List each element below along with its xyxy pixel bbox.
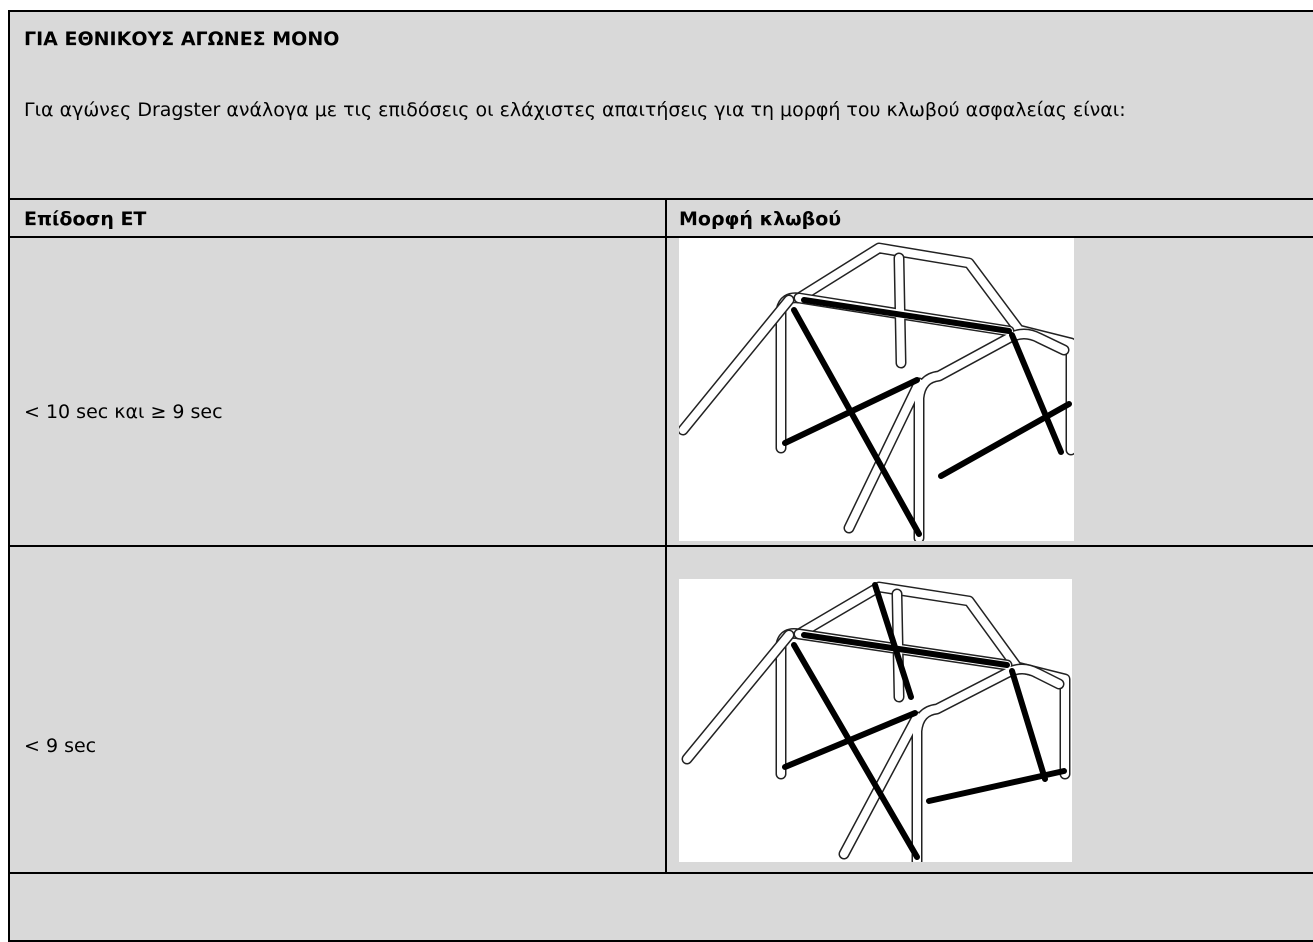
header-box: ΓΙΑ ΕΘΝΙΚΟΥΣ ΑΓΩΝΕΣ ΜΟΝΟ Για αγώνες Drag… — [8, 10, 1313, 200]
table-header-cell: Μορφή κλωβού — [665, 198, 1313, 238]
cage-drawing — [681, 581, 1071, 862]
column-header: Επίδοση ΕΤ — [24, 208, 147, 230]
table-cell: < 9 sec — [8, 545, 667, 874]
header-title: ΓΙΑ ΕΘΝΙΚΟΥΣ ΑΓΩΝΕΣ ΜΟΝΟ — [24, 28, 340, 50]
table-header-cell: Επίδοση ΕΤ — [8, 198, 667, 238]
footer-box — [8, 872, 1313, 942]
header-text: Για αγώνες Dragster ανάλογα με τις επιδό… — [24, 99, 1126, 121]
cage-image — [679, 238, 1074, 541]
column-header: Μορφή κλωβού — [679, 208, 842, 230]
cage-drawing — [679, 242, 1074, 541]
cage-image — [679, 579, 1072, 862]
table-cell: < 10 sec και ≥ 9 sec — [8, 236, 667, 547]
cell-text: < 10 sec και ≥ 9 sec — [24, 401, 223, 423]
cell-text: < 9 sec — [24, 735, 97, 757]
